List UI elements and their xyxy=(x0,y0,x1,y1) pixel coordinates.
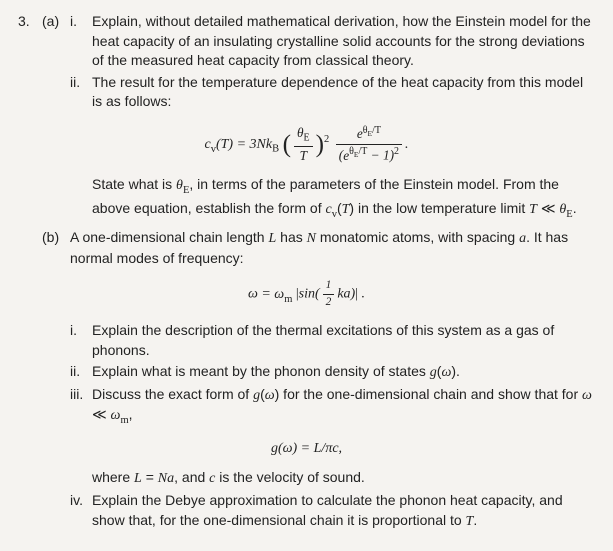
sub-b-i-text: Explain the description of the thermal e… xyxy=(92,321,595,360)
sub-a-i-label: i. xyxy=(70,12,92,32)
exam-question: 3. (a) i. Explain, without detailed math… xyxy=(0,0,613,551)
question-number: 3. xyxy=(18,12,42,32)
sub-b-ii-label: ii. xyxy=(70,362,92,382)
sub-a-i: i. Explain, without detailed mathematica… xyxy=(70,12,595,71)
row-b: (b) A one-dimensional chain length L has… xyxy=(18,228,595,268)
formula-omega-chain: ω = ωm |sin(12ka)| . xyxy=(18,278,595,311)
sub-b-iii-text: Discuss the exact form of g(ω) for the o… xyxy=(92,385,595,429)
sub-a-ii-label: ii. xyxy=(70,73,92,93)
sub-b-ii-text: Explain what is meant by the phonon dens… xyxy=(92,362,595,383)
sub-b-iii-after: where L = Na, and c is the velocity of s… xyxy=(92,468,595,489)
sub-b-iii: iii. Discuss the exact form of g(ω) for … xyxy=(70,385,595,429)
sub-a-i-text: Explain, without detailed mathematical d… xyxy=(92,12,595,71)
sub-b-iv-label: iv. xyxy=(70,491,92,511)
part-a-label: (a) xyxy=(42,12,70,32)
sub-b-i: i. Explain the description of the therma… xyxy=(70,321,595,360)
sub-a-ii-intro: The result for the temperature dependenc… xyxy=(92,73,595,112)
part-b-label: (b) xyxy=(42,228,70,248)
part-b-intro: A one-dimensional chain length L has N m… xyxy=(70,228,595,268)
sub-b-iii-after-block: where L = Na, and c is the velocity of s… xyxy=(70,468,595,531)
sub-b-iii-after-row: where L = Na, and c is the velocity of s… xyxy=(70,468,595,489)
sub-b-iv-text: Explain the Debye approximation to calcu… xyxy=(92,491,595,531)
sub-a-ii-after-block: State what is θE, in terms of the parame… xyxy=(70,175,595,222)
sub-b-iii-label: iii. xyxy=(70,385,92,405)
sub-a-ii-after: State what is θE, in terms of the parame… xyxy=(92,175,595,222)
part-b-subs: i. Explain the description of the therma… xyxy=(70,321,595,429)
row-a-i: 3. (a) i. Explain, without detailed math… xyxy=(18,12,595,114)
sub-b-i-label: i. xyxy=(70,321,92,341)
part-a-content: i. Explain, without detailed mathematica… xyxy=(70,12,595,114)
sub-b-ii: ii. Explain what is meant by the phonon … xyxy=(70,362,595,383)
formula-einstein-cv: cv(T) = 3NkB (θET)2 eθE/T(eθE/T − 1)2. xyxy=(18,124,595,165)
sub-a-ii-after-row: State what is θE, in terms of the parame… xyxy=(70,175,595,222)
sub-a-ii: ii. The result for the temperature depen… xyxy=(70,73,595,112)
sub-b-iv: iv. Explain the Debye approximation to c… xyxy=(70,491,595,531)
formula-g-omega: g(ω) = L/πc, xyxy=(18,439,595,459)
